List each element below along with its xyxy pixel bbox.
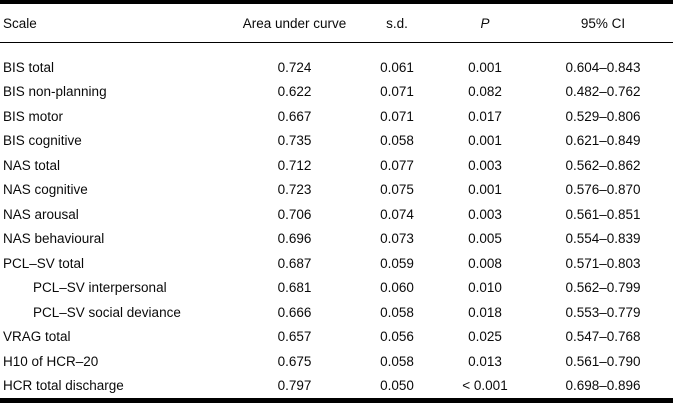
auc-cell: 0.712 <box>277 157 312 173</box>
ci-cell: 0.547–0.768 <box>565 329 641 345</box>
auc-cell: 0.797 <box>277 378 312 394</box>
scale-cell: NAS cognitive <box>3 182 88 198</box>
ci-cell: 0.562–0.799 <box>565 280 641 296</box>
p-cell: 0.025 <box>468 329 502 345</box>
ci-cell: 0.698–0.896 <box>565 378 641 394</box>
auc-cell: 0.622 <box>277 84 312 100</box>
scale-cell: H10 of HCR–20 <box>3 353 99 369</box>
scale-cell: PCL–SV social deviance <box>33 304 181 320</box>
sd-cell: 0.058 <box>380 353 414 369</box>
auc-cell: 0.735 <box>277 133 312 149</box>
p-cell: 0.001 <box>468 182 502 198</box>
ci-cell: 0.562–0.862 <box>565 157 641 173</box>
ci-cell: 0.561–0.790 <box>565 353 641 369</box>
table-header: Scale Area under curve s.d. P 95% CI <box>0 2 673 43</box>
table-row: NAS total 0.712 0.077 0.003 0.562–0.862 <box>0 153 673 178</box>
auc-cell: 0.667 <box>277 108 312 124</box>
auc-cell: 0.657 <box>277 329 312 345</box>
table-row: PCL–SV interpersonal 0.681 0.060 0.010 0… <box>0 276 673 301</box>
scale-cell: BIS cognitive <box>3 133 82 149</box>
scale-cell: HCR total discharge <box>3 378 124 394</box>
sd-cell: 0.058 <box>380 304 414 320</box>
ci-cell: 0.604–0.843 <box>565 59 641 75</box>
auc-cell: 0.687 <box>277 255 312 271</box>
sd-cell: 0.071 <box>380 108 414 124</box>
p-cell: 0.017 <box>468 108 502 124</box>
table-row: HCR total discharge 0.797 0.050 < 0.001 … <box>0 374 673 401</box>
auc-cell: 0.681 <box>277 280 312 296</box>
table-row: BIS total 0.724 0.061 0.001 0.604–0.843 <box>0 43 673 80</box>
p-cell: 0.082 <box>468 84 502 100</box>
p-cell: 0.001 <box>468 59 502 75</box>
p-cell: 0.013 <box>468 353 502 369</box>
auc-cell: 0.666 <box>277 304 312 320</box>
sd-cell: 0.050 <box>380 378 414 394</box>
sd-cell: 0.060 <box>380 280 414 296</box>
table-row: NAS cognitive 0.723 0.075 0.001 0.576–0.… <box>0 178 673 203</box>
header-row: Scale Area under curve s.d. P 95% CI <box>0 2 673 43</box>
table-row: NAS behavioural 0.696 0.073 0.005 0.554–… <box>0 227 673 252</box>
p-cell: 0.001 <box>468 133 502 149</box>
header-p-value: P <box>437 2 533 43</box>
ci-cell: 0.576–0.870 <box>565 182 641 198</box>
sd-cell: 0.058 <box>380 133 414 149</box>
header-area-under-curve: Area under curve <box>232 2 357 43</box>
scale-cell: PCL–SV total <box>3 255 85 271</box>
sd-cell: 0.073 <box>380 231 414 247</box>
header-95-ci: 95% CI <box>533 2 673 43</box>
table-row: PCL–SV total 0.687 0.059 0.008 0.571–0.8… <box>0 251 673 276</box>
p-cell: 0.005 <box>468 231 502 247</box>
ci-cell: 0.482–0.762 <box>565 84 641 100</box>
scale-cell: VRAG total <box>3 329 71 345</box>
sd-cell: 0.061 <box>380 59 414 75</box>
ci-cell: 0.571–0.803 <box>565 255 641 271</box>
scale-cell: NAS total <box>3 157 61 173</box>
auc-cell: 0.724 <box>277 59 312 75</box>
p-cell: 0.003 <box>468 157 502 173</box>
scale-cell: NAS arousal <box>3 206 79 222</box>
p-cell: 0.018 <box>468 304 502 320</box>
scale-cell: BIS total <box>3 59 55 75</box>
table-row: BIS motor 0.667 0.071 0.017 0.529–0.806 <box>0 104 673 129</box>
table-row: NAS arousal 0.706 0.074 0.003 0.561–0.85… <box>0 202 673 227</box>
sd-cell: 0.077 <box>380 157 414 173</box>
scale-cell: BIS motor <box>3 108 64 124</box>
sd-cell: 0.074 <box>380 206 414 222</box>
p-cell: 0.008 <box>468 255 502 271</box>
p-cell: < 0.001 <box>462 378 508 394</box>
scale-cell: PCL–SV interpersonal <box>33 280 167 296</box>
header-sd: s.d. <box>357 2 437 43</box>
sd-cell: 0.071 <box>380 84 414 100</box>
auc-cell: 0.675 <box>277 353 312 369</box>
p-cell: 0.003 <box>468 206 502 222</box>
sd-cell: 0.056 <box>380 329 414 345</box>
table-body: BIS total 0.724 0.061 0.001 0.604–0.843 … <box>0 43 673 401</box>
table-row: BIS cognitive 0.735 0.058 0.001 0.621–0.… <box>0 129 673 154</box>
auc-cell: 0.723 <box>277 182 312 198</box>
table-row: PCL–SV social deviance 0.666 0.058 0.018… <box>0 300 673 325</box>
ci-cell: 0.554–0.839 <box>565 231 641 247</box>
ci-cell: 0.529–0.806 <box>565 108 641 124</box>
scale-cell: BIS non-planning <box>3 84 107 100</box>
sd-cell: 0.075 <box>380 182 414 198</box>
ci-cell: 0.553–0.779 <box>565 304 641 320</box>
ci-cell: 0.621–0.849 <box>565 133 641 149</box>
sd-cell: 0.059 <box>380 255 414 271</box>
header-scale: Scale <box>0 2 232 43</box>
table-row: VRAG total 0.657 0.056 0.025 0.547–0.768 <box>0 325 673 350</box>
p-cell: 0.010 <box>468 280 502 296</box>
table-row: H10 of HCR–20 0.675 0.058 0.013 0.561–0.… <box>0 349 673 374</box>
table-row: BIS non-planning 0.622 0.071 0.082 0.482… <box>0 80 673 105</box>
ci-cell: 0.561–0.851 <box>565 206 641 222</box>
auc-cell: 0.696 <box>277 231 312 247</box>
scale-cell: NAS behavioural <box>3 231 105 247</box>
auc-cell: 0.706 <box>277 206 312 222</box>
